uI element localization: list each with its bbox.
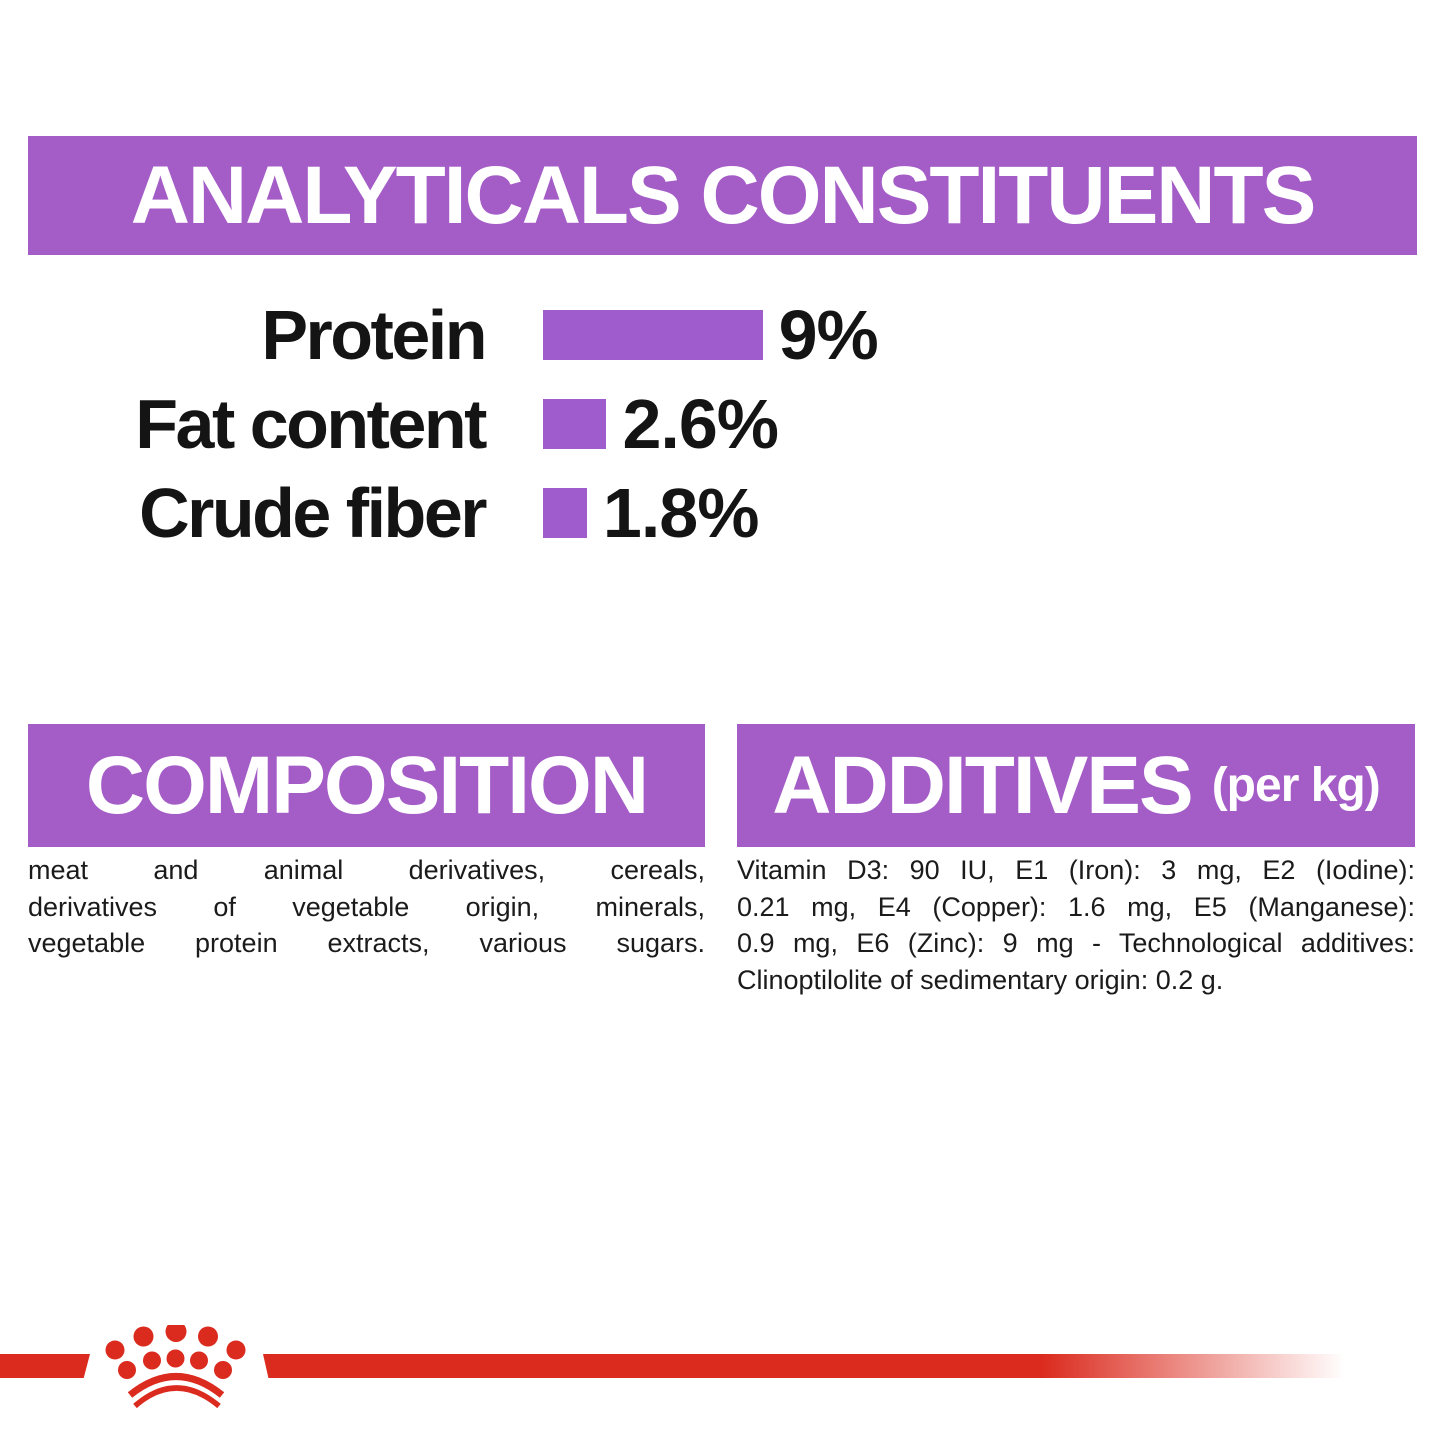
composition-text: meat and animal derivatives, cereals, de…	[28, 852, 705, 962]
analytical-constituents-banner: ANALYTICALS CONSTITUENTS	[28, 136, 1417, 255]
additives-line: Vitamin D3: 90 IU, E1 (Iron): 3 mg, E2 (…	[737, 855, 1415, 885]
composition-line: meat and animal derivatives, cereals,	[28, 855, 705, 885]
additives-line: 0.21 mg, E4 (Copper): 1.6 mg, E5 (Mangan…	[737, 891, 1415, 922]
composition-title: COMPOSITION	[85, 739, 649, 831]
analytical-constituents-chart: Protein 9% Fat content 2.6% Crude fiber …	[0, 290, 1445, 557]
chart-label: Crude fiber	[139, 473, 487, 552]
royal-canin-crown-icon	[105, 1325, 246, 1409]
chart-value: 9%	[778, 295, 879, 374]
chart-bar	[543, 398, 607, 449]
chart-row-crude-fiber: Crude fiber 1.8%	[0, 468, 1445, 557]
composition-line: vegetable protein extracts, various suga…	[28, 928, 705, 958]
additives-banner: ADDITIVES (per kg)	[737, 724, 1415, 847]
red-band-left	[0, 1354, 90, 1378]
additives-unit-note: (per kg)	[1211, 759, 1381, 812]
chart-label: Protein	[261, 295, 487, 374]
additives-text: Vitamin D3: 90 IU, E1 (Iron): 3 mg, E2 (…	[737, 852, 1415, 998]
chart-bar	[543, 487, 587, 538]
red-band-right-fade	[263, 1354, 1345, 1378]
composition-banner: COMPOSITION	[28, 724, 705, 847]
chart-label: Fat content	[135, 384, 487, 463]
composition-line: derivatives of vegetable origin, mineral…	[28, 891, 705, 922]
additives-line: 0.9 mg, E6 (Zinc): 9 mg - Technological …	[737, 928, 1415, 958]
chart-value: 2.6%	[622, 384, 779, 463]
additives-title: ADDITIVES	[772, 739, 1193, 831]
chart-row-protein: Protein 9%	[0, 290, 1445, 379]
chart-row-fat-content: Fat content 2.6%	[0, 379, 1445, 468]
analytical-constituents-title: ANALYTICALS CONSTITUENTS	[130, 149, 1317, 241]
chart-bar	[543, 309, 763, 360]
chart-value: 1.8%	[602, 473, 760, 552]
additives-line: Clinoptilolite of sedimentary origin: 0.…	[737, 964, 1224, 995]
